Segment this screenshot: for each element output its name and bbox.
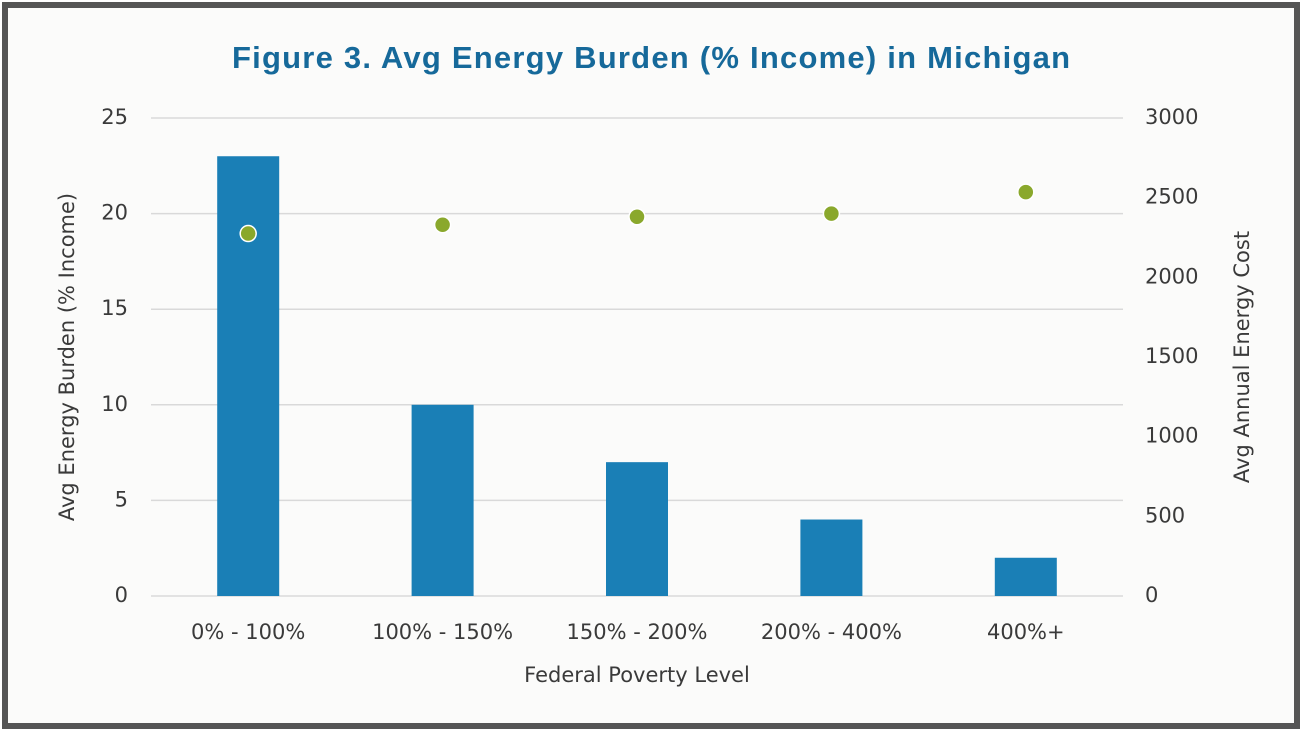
- y-tick-label: 10: [101, 392, 128, 416]
- x-tick-label: 200% - 400%: [761, 620, 902, 644]
- bar: [994, 557, 1057, 596]
- chart-title: Figure 3. Avg Energy Burden (% Income) i…: [232, 40, 1070, 75]
- y-tick-label: 20: [101, 201, 128, 225]
- bar: [411, 404, 474, 596]
- point: [433, 216, 452, 234]
- y-axis-title: Avg Energy Burden (% Income): [55, 193, 79, 521]
- y2-tick-label: 0: [1145, 583, 1158, 607]
- y2-tick-label: 500: [1145, 503, 1185, 527]
- point: [628, 208, 646, 226]
- x-tick-label: 100% - 150%: [372, 620, 513, 644]
- y2-tick-label: 1500: [1145, 344, 1198, 368]
- y-tick-label: 0: [115, 583, 128, 607]
- y2-tick-label: 2500: [1145, 185, 1198, 209]
- point: [239, 224, 257, 243]
- bar: [217, 156, 280, 597]
- x-axis-title: Federal Poverty Level: [524, 663, 750, 687]
- y-tick-label: 5: [115, 487, 128, 511]
- y2-tick-label: 3000: [1145, 105, 1198, 129]
- y2-tick-label: 1000: [1145, 424, 1198, 448]
- x-tick-label: 150% - 200%: [566, 620, 707, 644]
- y-tick-label: 15: [101, 296, 128, 320]
- y-tick-label: 25: [101, 105, 128, 129]
- x-tick-label: 400%+: [987, 620, 1065, 644]
- bar: [606, 462, 668, 596]
- y2-axis-title: Avg Annual Energy Cost: [1230, 231, 1254, 483]
- bar: [800, 519, 863, 596]
- x-tick-label: 0% - 100%: [191, 620, 305, 644]
- point: [822, 204, 841, 223]
- point: [1017, 183, 1035, 201]
- y2-tick-label: 2000: [1145, 264, 1198, 288]
